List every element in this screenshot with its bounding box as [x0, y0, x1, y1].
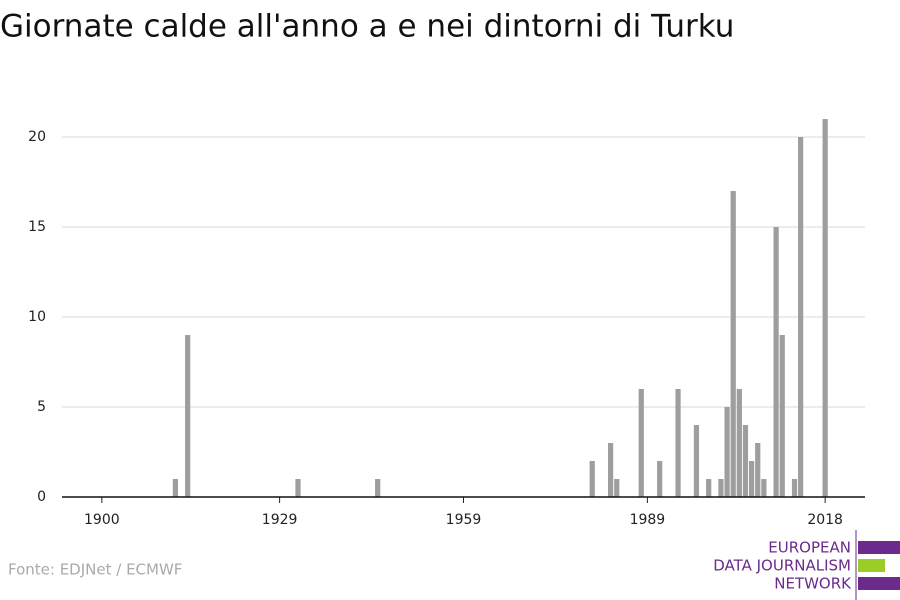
bar [589, 461, 595, 497]
y-tick-label: 20 [28, 129, 46, 145]
bar [614, 479, 620, 497]
bar [779, 335, 785, 497]
bar [375, 479, 381, 497]
logo-bar [858, 577, 900, 590]
x-tick-label: 1959 [446, 512, 482, 528]
bar [657, 461, 663, 497]
bar [761, 479, 767, 497]
bar [675, 389, 681, 497]
bar [718, 479, 724, 497]
x-tick-label: 1929 [262, 512, 298, 528]
y-tick-label: 10 [28, 309, 46, 325]
bar [172, 479, 179, 497]
bar [748, 461, 755, 497]
y-tick-label: 0 [37, 489, 46, 505]
bar [736, 389, 742, 497]
logo-text: NETWORK [774, 575, 852, 593]
bar [773, 227, 779, 497]
bar [608, 443, 614, 497]
bar [798, 137, 804, 497]
logo-bar [858, 559, 885, 572]
bar [185, 335, 191, 497]
y-tick-label: 5 [37, 399, 46, 415]
bar [724, 407, 730, 497]
bar [730, 191, 736, 497]
bar [755, 443, 761, 497]
bar [693, 425, 700, 497]
bar [706, 479, 712, 497]
logo-text: EUROPEAN [768, 539, 851, 557]
bar [791, 479, 798, 497]
bar [822, 119, 828, 497]
bar [638, 389, 644, 497]
bar [295, 479, 301, 497]
logo: EUROPEAN DATA JOURNALISM NETWORK [713, 530, 900, 600]
x-tick-label: 2018 [807, 512, 843, 528]
bar [742, 425, 749, 497]
source: Fonte: EDJNet / ECMWF [8, 561, 182, 579]
logo-bar [858, 541, 900, 554]
x-tick-label: 1900 [84, 512, 120, 528]
chart-title: Giornate calde all'anno a e nei dintorni… [0, 9, 734, 45]
y-tick-label: 15 [28, 219, 46, 235]
x-tick-label: 1989 [630, 512, 666, 528]
logo-text: DATA JOURNALISM [713, 557, 851, 575]
